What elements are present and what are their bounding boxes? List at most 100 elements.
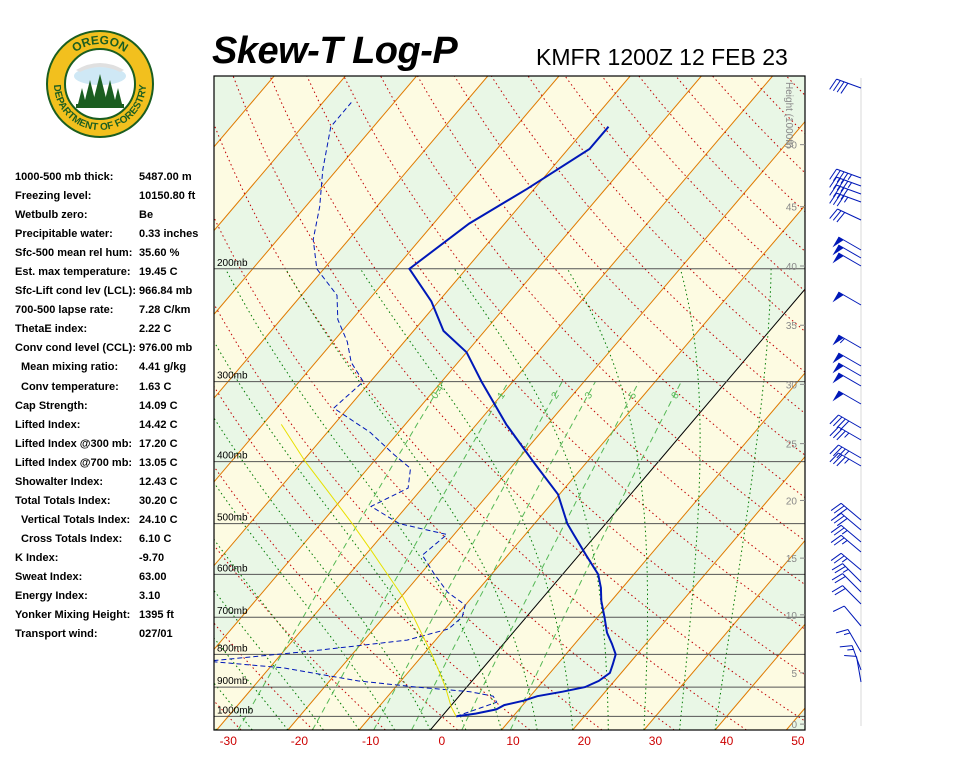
wind-barb-flag	[835, 629, 849, 634]
index-value: 966.84 mb	[139, 285, 193, 298]
moist-adiabat	[214, 340, 467, 730]
wind-barb-flag	[833, 537, 845, 546]
wind-barb-flag	[834, 576, 846, 584]
isotherm	[214, 76, 489, 399]
moist-adiabat	[679, 268, 701, 730]
temperature-tick-label: 30	[649, 734, 663, 748]
dry-adiabat	[453, 76, 805, 456]
wind-barb-flag	[836, 171, 845, 183]
index-value: 2.22 C	[139, 323, 172, 336]
isotherm	[358, 204, 805, 730]
wind-barb-pennant	[832, 353, 844, 364]
index-row: Conv temperature: 1.63 C	[15, 378, 215, 397]
index-label: Sfc-500 mean rel hum:	[15, 247, 133, 260]
wind-barb-flag	[830, 534, 842, 543]
wind-barb	[832, 352, 862, 367]
wind-barb-flag	[829, 444, 839, 455]
wind-barb-flag	[840, 188, 849, 200]
wind-barb-half-flag	[844, 432, 850, 438]
wind-barb-half-flag	[841, 530, 848, 535]
wind-barb-staff	[842, 585, 862, 605]
pressure-label: 200mb	[217, 258, 248, 269]
temperature-tick-label: -20	[291, 734, 309, 748]
wind-barb-staff	[840, 552, 862, 571]
index-value: 0.33 inches	[139, 228, 199, 241]
index-row: Vertical Totals Index: 24.10 C	[15, 511, 215, 530]
index-value: 5487.00 m	[139, 171, 192, 183]
wind-barb-flag	[832, 80, 841, 92]
wind-barb	[832, 291, 862, 306]
index-value: 17.20 C	[139, 437, 178, 450]
mixing-ratio-line	[237, 381, 444, 730]
index-row: Lifted Index: 14.42 C	[15, 416, 215, 435]
oregon-forestry-logo: OREGON DEPARTMENT OF FORESTRY	[46, 30, 154, 138]
wind-barb-flag	[833, 527, 845, 536]
wind-barb-flag	[832, 605, 845, 612]
wind-barb-half-flag	[843, 196, 849, 203]
zero-isotherm	[429, 288, 805, 730]
index-value: 4.41 g/kg	[139, 361, 187, 374]
wind-barb-staff	[838, 426, 862, 441]
index-label: Sfc-Lift cond lev (LCL):	[15, 285, 136, 298]
isotherm	[214, 76, 702, 651]
height-tick-label: 25	[786, 440, 798, 451]
mixing-ratio-line	[411, 381, 596, 730]
wind-barb-half-flag	[841, 540, 848, 545]
wind-barb-flag	[833, 555, 845, 564]
wind-barb-flag	[832, 428, 843, 439]
pressure-label: 600mb	[217, 563, 248, 574]
index-value: 24.10 C	[139, 513, 178, 526]
isotherm	[0, 76, 203, 730]
wind-barb-flag	[836, 456, 846, 467]
index-value: 6.10 C	[139, 532, 172, 545]
wind-barb-half-flag	[847, 648, 854, 651]
temperature-band	[786, 708, 805, 730]
isotherm	[214, 76, 631, 567]
temperature-band	[216, 76, 805, 730]
wind-barb-pennant	[832, 237, 844, 248]
wind-barb-half-flag	[839, 338, 845, 344]
wind-barb	[830, 502, 862, 521]
index-label: Cap Strength:	[15, 399, 88, 412]
index-row: Conv cond level (CCL): 976.00 mb	[15, 339, 215, 358]
wind-barb-flag	[832, 446, 843, 457]
wind-barb-flag	[840, 180, 849, 192]
dry-adiabat	[527, 76, 805, 373]
dry-adiabat	[0, 76, 169, 730]
dry-adiabat	[214, 544, 386, 730]
wind-barb	[832, 362, 862, 377]
mixing-ratio-label: 8	[670, 390, 682, 401]
index-row: Mean mixing ratio: 4.41 g/kg	[15, 358, 215, 377]
index-value: 7.28 C/km	[139, 304, 191, 317]
index-label: Energy Index:	[15, 590, 88, 603]
wind-barb-half-flag	[844, 458, 850, 464]
index-value: -9.70	[139, 551, 165, 564]
height-tick-label: 35	[786, 321, 798, 332]
moist-adiabat	[566, 268, 648, 730]
wind-barb-flag	[833, 515, 845, 524]
wind-barb-staff	[836, 192, 862, 203]
wind-barb-pennant	[832, 335, 844, 346]
wind-barb	[832, 372, 862, 387]
height-tick-label: 15	[786, 554, 798, 565]
moist-adiabat	[214, 589, 324, 730]
index-label: Cross Totals Index:	[21, 532, 123, 545]
index-value: 14.09 C	[139, 399, 178, 412]
dry-adiabat	[214, 700, 242, 730]
tree-cluster-icon	[74, 63, 126, 108]
pressure-label: 900mb	[217, 676, 248, 687]
index-row: K Index: -9.70	[15, 549, 215, 568]
isotherm	[287, 120, 805, 730]
index-row: Sfc-500 mean rel hum: 35.60 %	[15, 244, 215, 263]
wind-barb-flag	[830, 512, 842, 521]
height-tick-label: 20	[786, 496, 798, 507]
index-label: Mean mixing ratio:	[21, 361, 119, 374]
isotherm	[785, 707, 805, 730]
wind-barb-staff	[836, 176, 862, 187]
dry-adiabat	[785, 76, 805, 97]
isotherm	[214, 76, 560, 483]
index-label: Precipitable water:	[15, 228, 113, 241]
index-row: Precipitable water: 0.33 inches	[15, 225, 215, 244]
wind-barb-flag	[832, 178, 841, 190]
wind-barb	[830, 512, 862, 531]
